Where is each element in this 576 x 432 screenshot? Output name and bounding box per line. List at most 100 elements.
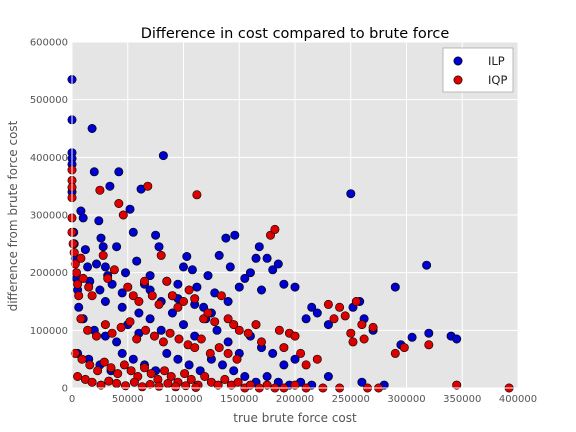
x-tick-label: 400000 — [499, 394, 537, 405]
ilp-point — [89, 167, 99, 177]
ilp-point — [100, 296, 110, 306]
iqp-point — [233, 377, 243, 387]
iqp-point — [132, 334, 142, 344]
iqp-point — [150, 331, 160, 341]
iqp-point — [232, 354, 242, 364]
iqp-point — [424, 340, 434, 350]
ilp-point — [218, 360, 228, 370]
y-tick-label: 600000 — [30, 38, 68, 49]
ilp-point — [162, 348, 172, 358]
ilp-point — [422, 260, 432, 270]
chart-title: Difference in cost compared to brute for… — [141, 26, 450, 42]
iqp-point — [114, 199, 124, 209]
ilp-point — [279, 360, 289, 370]
iqp-point — [251, 320, 261, 330]
legend-iqp-label: IQP — [488, 73, 507, 87]
y-axis-label: difference from brute force cost — [6, 120, 20, 311]
iqp-point — [223, 348, 233, 358]
iqp-point — [72, 268, 82, 278]
iqp-point — [245, 380, 255, 390]
iqp-point — [78, 273, 88, 283]
ilp-point — [203, 271, 213, 281]
ilp-point — [121, 268, 131, 278]
iqp-point — [107, 328, 117, 338]
ilp-point — [273, 259, 283, 269]
ilp-point — [268, 348, 278, 358]
ilp-point — [187, 265, 197, 275]
iqp-point — [213, 380, 223, 390]
iqp-point — [452, 380, 462, 390]
ilp-point — [234, 282, 244, 292]
ilp-point — [112, 242, 122, 252]
iqp-point — [69, 248, 79, 258]
iqp-point — [210, 317, 220, 327]
ilp-point — [251, 253, 261, 263]
ilp-point — [100, 262, 110, 272]
iqp-point — [196, 334, 206, 344]
iqp-point — [179, 296, 189, 306]
iqp-point — [76, 314, 86, 324]
iqp-point — [359, 334, 369, 344]
ilp-point — [96, 233, 106, 243]
ilp-point — [307, 302, 317, 312]
legend: ILP IQP — [442, 47, 514, 93]
iqp-point — [126, 366, 136, 376]
ilp-point — [390, 282, 400, 292]
iqp-point — [84, 282, 94, 292]
iqp-point — [160, 366, 170, 376]
iqp-point — [399, 343, 409, 353]
iqp-point — [103, 273, 113, 283]
ilp-point — [268, 265, 278, 275]
iqp-point — [68, 239, 78, 249]
iqp-point — [95, 185, 105, 195]
iqp-point — [92, 331, 102, 341]
ilp-point — [290, 354, 300, 364]
x-axis-label: true brute force cost — [233, 411, 357, 425]
iqp-point — [200, 371, 210, 381]
iqp-point — [147, 291, 157, 301]
ilp-point — [407, 332, 417, 342]
iqp-point — [119, 360, 129, 370]
iqp-point — [301, 360, 311, 370]
iqp-point — [118, 210, 128, 220]
ilp-point — [225, 262, 235, 272]
iqp-point — [96, 380, 106, 390]
ilp-point — [312, 308, 322, 318]
ilp-point — [83, 262, 93, 272]
ilp-point — [323, 320, 333, 330]
iqp-point — [77, 354, 87, 364]
ilp-point — [290, 282, 300, 292]
data-points — [67, 75, 514, 393]
ilp-point — [92, 259, 102, 269]
iqp-point — [123, 282, 133, 292]
ilp-point — [74, 302, 84, 312]
ilp-point — [179, 320, 189, 330]
iqp-point — [279, 343, 289, 353]
ilp-point — [132, 256, 142, 266]
iqp-point — [140, 363, 150, 373]
iqp-point — [229, 320, 239, 330]
iqp-point — [145, 379, 155, 389]
ilp-point — [80, 245, 90, 255]
y-tick-label: 500000 — [30, 95, 68, 106]
ilp-point — [179, 262, 189, 272]
iqp-point — [171, 382, 181, 392]
iqp-point — [205, 348, 215, 358]
iqp-point — [158, 337, 168, 347]
iqp-point — [113, 369, 123, 379]
iqp-point — [296, 348, 306, 358]
y-tick-label: 300000 — [30, 211, 68, 222]
iqp-point — [146, 369, 156, 379]
x-tick-label: 350000 — [443, 394, 481, 405]
ilp-point — [128, 227, 138, 237]
iqp-point — [167, 291, 177, 301]
iqp-point — [340, 311, 350, 321]
iqp-point — [243, 328, 253, 338]
x-axis-ticks: 0 50000 100000 150000 200000 250000 300000 3500… — [69, 394, 537, 405]
iqp-point — [323, 299, 333, 309]
iqp-point — [290, 380, 300, 390]
plot-frame — [71, 41, 519, 389]
ilp-point — [154, 242, 164, 252]
ilp-point — [156, 325, 166, 335]
iqp-point — [165, 328, 175, 338]
